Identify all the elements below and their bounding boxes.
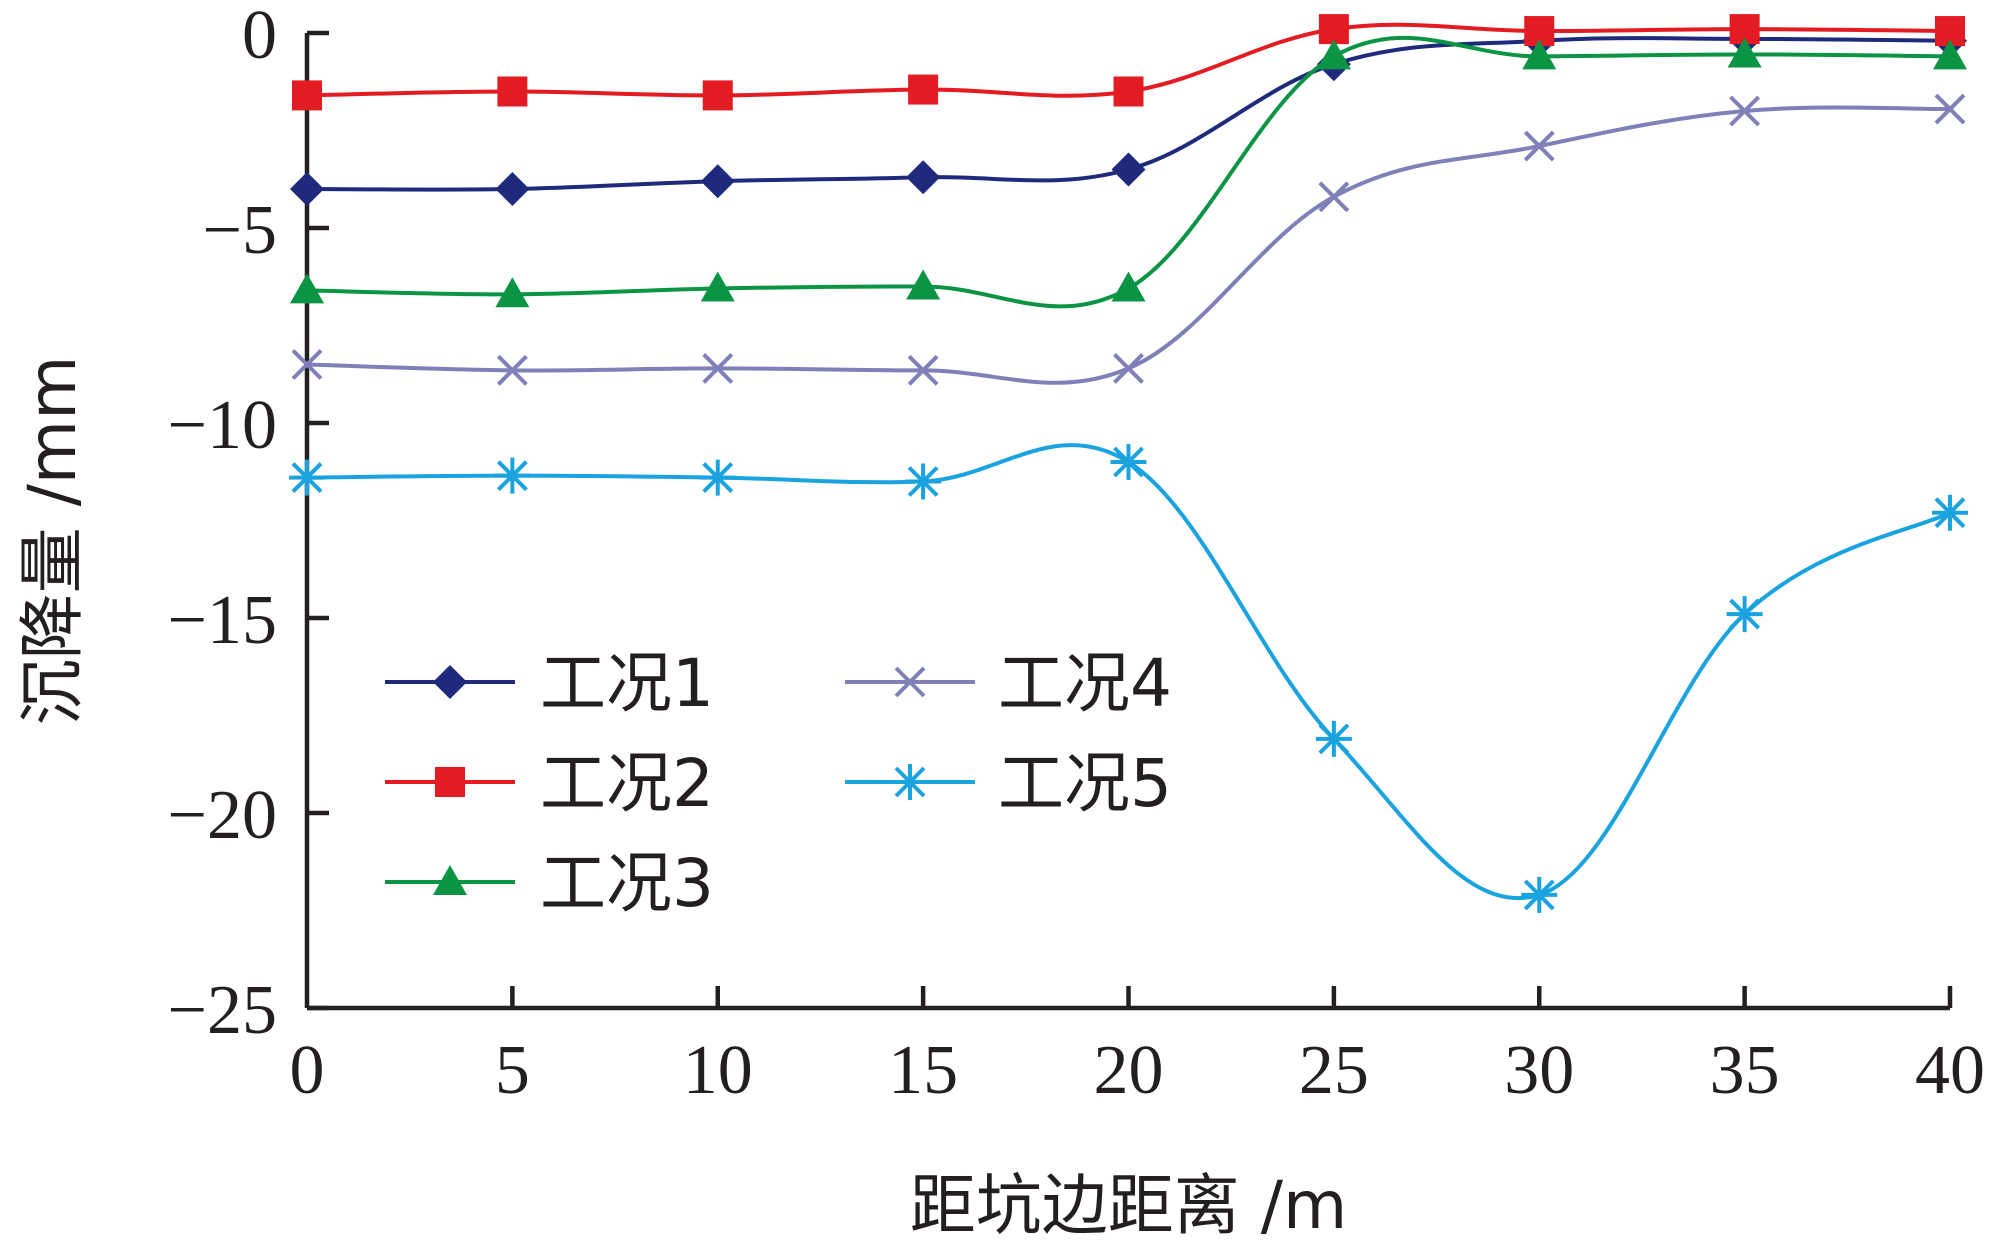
data-point-x — [894, 666, 926, 698]
data-point-asterisk — [905, 463, 942, 500]
data-point-x — [1523, 130, 1555, 162]
legend-label: 工况4 — [998, 645, 1172, 722]
data-point-square — [908, 74, 939, 105]
legend-label: 工况2 — [540, 745, 714, 822]
y-tick-label: −15 — [168, 582, 277, 659]
data-point-asterisk — [289, 459, 325, 496]
data-point-asterisk — [494, 457, 531, 494]
data-point-triangle — [290, 273, 324, 304]
data-point-asterisk — [1726, 596, 1763, 633]
series-2 — [292, 14, 1965, 111]
data-point-square — [1318, 14, 1349, 45]
data-point-x — [702, 352, 734, 384]
series-line — [306, 443, 1951, 901]
x-tick-label: 30 — [1504, 1032, 1574, 1109]
y-tick-label: 0 — [242, 0, 277, 74]
y-tick-label: −25 — [168, 972, 277, 1049]
data-point-triangle — [495, 277, 530, 308]
data-point-triangle — [433, 865, 467, 895]
data-point-x — [1318, 181, 1350, 213]
series-5 — [289, 443, 1968, 913]
series-3 — [290, 35, 1967, 309]
x-tick-label: 20 — [1094, 1032, 1164, 1109]
legend: 工况1 工况2 工况3 工况4 工况5 — [385, 645, 1172, 922]
axes: 0−5−10−15−20−250 5 10 15 20 25 30 35 40 — [168, 0, 1985, 1109]
data-point-diamond — [495, 172, 530, 206]
data-point-square — [435, 767, 465, 797]
data-point-x — [1113, 352, 1144, 384]
data-point-x — [1934, 93, 1966, 125]
y-tick-label: −20 — [168, 777, 277, 854]
legend-item: 工况5 — [845, 745, 1172, 822]
data-point-x — [496, 354, 528, 386]
x-tick-label: 5 — [495, 1032, 530, 1109]
y-tick-label: −10 — [168, 387, 277, 464]
series-line — [306, 105, 1951, 385]
y-tick-label: −5 — [203, 192, 277, 269]
series-4 — [291, 93, 1966, 386]
legend-item: 工况4 — [845, 645, 1172, 722]
data-point-triangle — [1522, 39, 1557, 70]
data-point-triangle — [700, 271, 735, 302]
data-point-diamond — [433, 665, 467, 699]
x-axis-title: 距坑边距离 /m — [910, 1167, 1348, 1244]
data-point-diamond — [1111, 152, 1146, 187]
legend-label: 工况1 — [540, 645, 714, 722]
data-point-triangle — [1727, 37, 1762, 68]
legend-item: 工况1 — [385, 645, 714, 722]
legend-label: 工况3 — [540, 845, 714, 922]
data-point-asterisk — [699, 459, 736, 496]
data-point-square — [292, 80, 322, 111]
y-axis-title: 沉降量 /mm — [14, 356, 91, 726]
legend-item: 工况3 — [385, 845, 714, 922]
data-point-asterisk — [1932, 494, 1968, 531]
series-line — [306, 35, 1951, 309]
data-point-square — [497, 76, 528, 107]
x-tick-label: 15 — [888, 1032, 958, 1109]
data-point-triangle — [1933, 39, 1967, 70]
data-point-asterisk — [1315, 720, 1352, 757]
data-point-diamond — [700, 164, 735, 199]
data-point-asterisk — [892, 764, 928, 800]
series-layer — [289, 14, 1968, 913]
data-point-triangle — [1316, 39, 1351, 70]
data-point-diamond — [906, 160, 941, 195]
data-point-asterisk — [1521, 876, 1558, 913]
x-tick-label: 0 — [290, 1032, 325, 1109]
data-point-square — [1113, 76, 1144, 107]
x-tick-label: 10 — [683, 1032, 753, 1109]
x-tick-label: 40 — [1915, 1032, 1985, 1109]
data-point-triangle — [1111, 271, 1146, 302]
data-point-triangle — [906, 269, 941, 300]
data-point-square — [702, 80, 733, 111]
data-point-x — [291, 349, 323, 380]
legend-label: 工况5 — [998, 745, 1172, 822]
data-point-diamond — [290, 172, 324, 206]
data-point-x — [1729, 95, 1761, 127]
data-point-asterisk — [1110, 444, 1147, 480]
x-tick-label: 35 — [1710, 1032, 1780, 1109]
x-tick-label: 25 — [1299, 1032, 1369, 1109]
data-point-x — [907, 354, 939, 386]
legend-item: 工况2 — [385, 745, 714, 822]
